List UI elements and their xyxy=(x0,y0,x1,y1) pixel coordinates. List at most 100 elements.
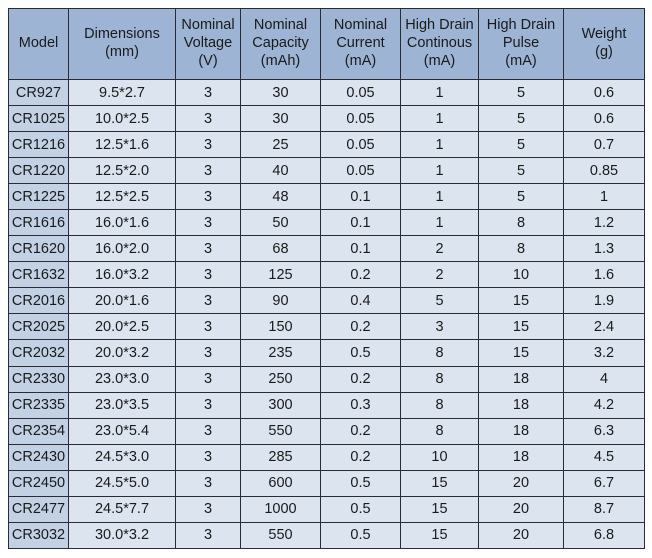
cell-current: 0.05 xyxy=(320,157,401,185)
cell-hdp: 20 xyxy=(478,495,564,523)
cell-dims: 20.0*1.6 xyxy=(68,287,176,315)
cell-current: 0.1 xyxy=(320,235,401,263)
cell-dims: 16.0*1.6 xyxy=(68,209,176,237)
cell-model: CR1216 xyxy=(8,131,69,159)
table-row: CR2477 24.5*7.7 3 1000 0.5 15 20 8.7 xyxy=(8,495,645,523)
cell-dims: 23.0*5.4 xyxy=(68,417,176,445)
column-header-nominal-current-line2: Current xyxy=(336,35,385,52)
cell-hdc: 10 xyxy=(400,443,479,471)
column-header-nominal-voltage-line3: (V) xyxy=(198,52,218,69)
cell-dims: 30.0*3.2 xyxy=(68,521,176,550)
cell-weight: 4.2 xyxy=(563,391,645,419)
cell-volt: 3 xyxy=(175,261,241,289)
cell-current: 0.5 xyxy=(320,495,401,523)
table-row: CR1632 16.0*3.2 3 125 0.2 2 10 1.6 xyxy=(8,261,645,289)
cell-current: 0.05 xyxy=(320,105,401,133)
cell-volt: 3 xyxy=(175,287,241,315)
cell-dims: 24.5*3.0 xyxy=(68,443,176,471)
column-header-dimensions-line2: (mm) xyxy=(105,44,139,60)
cell-weight: 6.3 xyxy=(563,417,645,445)
column-header-nominal-voltage: Nominal Voltage (V) xyxy=(175,8,241,80)
table-row: CR2430 24.5*3.0 3 285 0.2 10 18 4.5 xyxy=(8,443,645,471)
cell-volt: 3 xyxy=(175,313,241,341)
column-header-nominal-current: Nominal Current (mA) xyxy=(320,8,401,80)
cell-model: CR2335 xyxy=(8,391,69,419)
cell-weight: 0.85 xyxy=(563,157,645,185)
cell-dims: 12.5*1.6 xyxy=(68,131,176,159)
cell-hdc: 2 xyxy=(400,261,479,289)
cell-model: CR2430 xyxy=(8,443,69,471)
cell-hdp: 5 xyxy=(478,105,564,133)
cell-current: 0.05 xyxy=(320,78,401,107)
column-header-nominal-capacity-line1: Nominal xyxy=(253,17,308,34)
cell-dims: 16.0*2.0 xyxy=(68,235,176,263)
column-header-nominal-capacity-line2: Capacity xyxy=(252,35,309,52)
cell-cap: 235 xyxy=(240,339,321,367)
cell-hdc: 2 xyxy=(400,235,479,263)
cell-hdp: 18 xyxy=(478,443,564,471)
cell-hdc: 1 xyxy=(400,105,479,133)
cell-hdp: 5 xyxy=(478,78,564,107)
cell-hdc: 1 xyxy=(400,157,479,185)
cell-weight: 1.3 xyxy=(563,235,645,263)
cell-weight: 1.2 xyxy=(563,209,645,237)
cell-model: CR1616 xyxy=(8,209,69,237)
cell-cap: 90 xyxy=(240,287,321,315)
column-header-dimensions-line1: Dimensions xyxy=(84,26,160,43)
table-row: CR1616 16.0*1.6 3 50 0.1 1 8 1.2 xyxy=(8,209,645,237)
cell-hdp: 10 xyxy=(478,261,564,289)
cell-weight: 6.7 xyxy=(563,469,645,497)
battery-specification-table: Model Dimensions (mm) Nominal Voltage (V… xyxy=(8,8,645,550)
cell-hdc: 1 xyxy=(400,78,479,107)
cell-dims: 24.5*5.0 xyxy=(68,469,176,497)
cell-weight: 4 xyxy=(563,365,645,393)
cell-hdc: 8 xyxy=(400,391,479,419)
cell-model: CR2016 xyxy=(8,287,69,315)
cell-current: 0.2 xyxy=(320,443,401,471)
table-row: CR3032 30.0*3.2 3 550 0.5 15 20 6.8 xyxy=(8,521,645,550)
cell-cap: 285 xyxy=(240,443,321,471)
column-header-nominal-current-line3: (mA) xyxy=(344,52,377,69)
table-row: CR1216 12.5*1.6 3 25 0.05 1 5 0.7 xyxy=(8,131,645,159)
cell-cap: 125 xyxy=(240,261,321,289)
cell-hdp: 20 xyxy=(478,521,564,550)
cell-current: 0.2 xyxy=(320,313,401,341)
cell-model: CR1225 xyxy=(8,183,69,211)
cell-weight: 6.8 xyxy=(563,521,645,550)
column-header-high-drain-continous-line2: Continous xyxy=(406,35,473,52)
cell-current: 0.5 xyxy=(320,521,401,550)
cell-hdp: 8 xyxy=(478,235,564,263)
column-header-high-drain-continous-line1: High Drain xyxy=(405,17,474,34)
cell-cap: 68 xyxy=(240,235,321,263)
cell-cap: 600 xyxy=(240,469,321,497)
cell-current: 0.4 xyxy=(320,287,401,315)
cell-cap: 300 xyxy=(240,391,321,419)
column-header-nominal-voltage-line1: Nominal xyxy=(181,17,235,34)
cell-cap: 150 xyxy=(240,313,321,341)
cell-model: CR2025 xyxy=(8,313,69,341)
cell-volt: 3 xyxy=(175,365,241,393)
cell-volt: 3 xyxy=(175,78,241,107)
cell-current: 0.5 xyxy=(320,469,401,497)
cell-hdp: 18 xyxy=(478,365,564,393)
cell-hdp: 5 xyxy=(478,131,564,159)
column-header-model: Model xyxy=(8,8,69,80)
cell-dims: 9.5*2.7 xyxy=(68,78,176,107)
cell-model: CR1220 xyxy=(8,157,69,185)
cell-model: CR1620 xyxy=(8,235,69,263)
cell-hdp: 15 xyxy=(478,313,564,341)
cell-dims: 12.5*2.5 xyxy=(68,183,176,211)
table-row: CR2354 23.0*5.4 3 550 0.2 8 18 6.3 xyxy=(8,417,645,445)
cell-current: 0.2 xyxy=(320,261,401,289)
cell-weight: 8.7 xyxy=(563,495,645,523)
cell-hdp: 20 xyxy=(478,469,564,497)
cell-model: CR2477 xyxy=(8,495,69,523)
table-row: CR2025 20.0*2.5 3 150 0.2 3 15 2.4 xyxy=(8,313,645,341)
cell-weight: 1 xyxy=(563,183,645,211)
cell-weight: 2.4 xyxy=(563,313,645,341)
cell-volt: 3 xyxy=(175,105,241,133)
cell-model: CR1025 xyxy=(8,105,69,133)
cell-volt: 3 xyxy=(175,131,241,159)
cell-hdc: 1 xyxy=(400,209,479,237)
